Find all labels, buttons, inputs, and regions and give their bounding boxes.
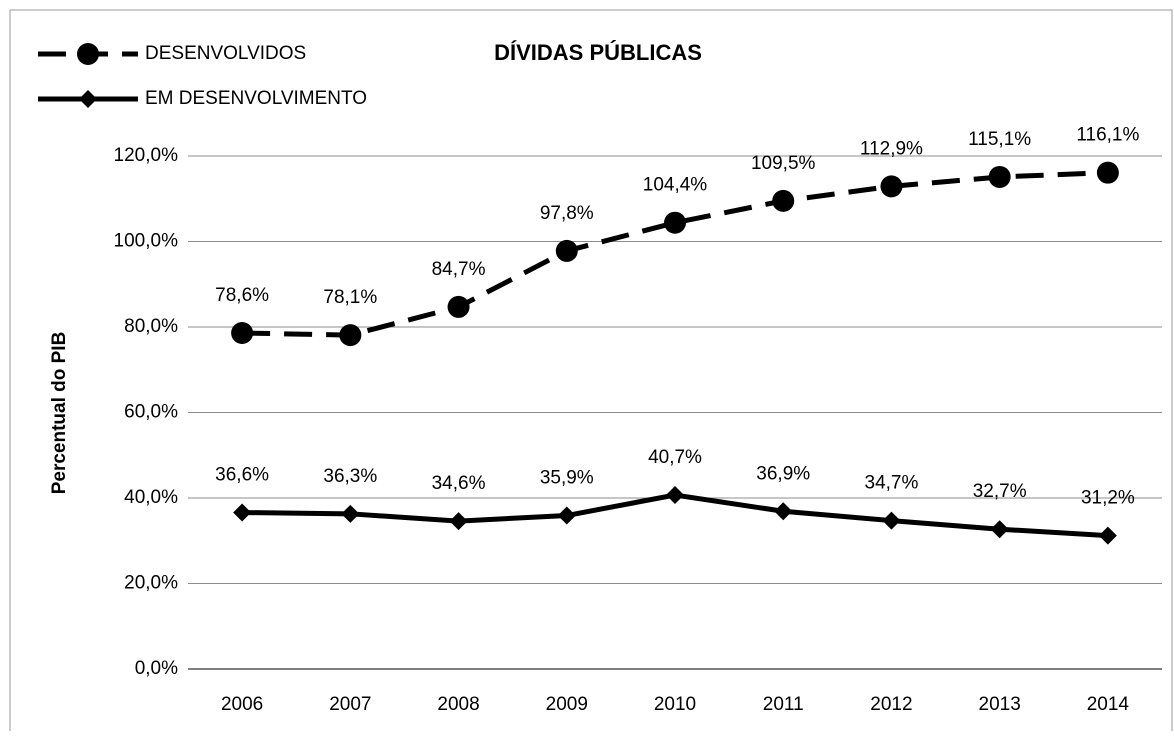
y-tick-label: 60,0% [124, 402, 178, 423]
data-label: 78,1% [323, 287, 377, 308]
y-tick-label: 0,0% [135, 658, 178, 679]
point [990, 520, 1009, 539]
chart-frame [9, 9, 1173, 736]
point [1098, 526, 1117, 545]
x-tick-label: 2012 [870, 694, 912, 715]
legend-label: DESENVOLVIDOS [145, 43, 306, 64]
data-label: 32,7% [973, 481, 1027, 502]
x-tick-label: 2013 [979, 694, 1021, 715]
x-tick-label: 2007 [329, 694, 371, 715]
chart-title: DÍVIDAS PÚBLICAS [494, 40, 702, 65]
x-tick-label: 2010 [654, 694, 696, 715]
point [557, 506, 576, 525]
point [233, 503, 252, 522]
y-tick-label: 40,0% [124, 487, 178, 508]
point [772, 189, 795, 212]
x-tick-label: 2014 [1087, 694, 1130, 715]
point [774, 502, 793, 521]
y-tick-label: 80,0% [124, 316, 178, 337]
x-tick-label: 2006 [221, 694, 263, 715]
data-label: 78,6% [215, 285, 269, 306]
point [988, 165, 1011, 188]
point [341, 504, 360, 523]
point [555, 239, 578, 262]
data-label: 36,9% [756, 463, 810, 484]
data-label: 104,4% [643, 175, 708, 196]
point [77, 43, 99, 65]
y-tick-label: 20,0% [124, 573, 178, 594]
legend-label: EM DESENVOLVIMENTO [145, 88, 367, 109]
point [666, 486, 684, 505]
point [339, 324, 362, 347]
point [880, 175, 903, 198]
data-label: 35,9% [540, 468, 594, 489]
data-label: 116,1% [1076, 125, 1139, 146]
point [1096, 161, 1119, 184]
data-label: 34,6% [432, 473, 486, 494]
data-label: 84,7% [432, 259, 486, 280]
point [882, 511, 901, 530]
y-axis-label: Percentual do PIB [49, 332, 70, 495]
data-label: 97,8% [540, 203, 594, 224]
y-tick-label: 100,0% [114, 231, 179, 252]
data-label: 36,3% [323, 466, 377, 487]
data-label: 31,2% [1081, 488, 1135, 509]
point [79, 90, 97, 108]
line [242, 170, 1108, 338]
data-label: 34,7% [865, 473, 919, 494]
point [664, 211, 686, 234]
data-label: 109,5% [751, 153, 816, 174]
point [231, 321, 254, 344]
x-tick-label: 2011 [763, 694, 804, 715]
x-tick-label: 2009 [546, 694, 588, 715]
x-tick-label: 2008 [437, 694, 479, 715]
point [449, 512, 468, 531]
data-label: 115,1% [968, 129, 1031, 150]
point [447, 295, 470, 318]
data-label: 40,7% [648, 447, 702, 468]
data-label: 112,9% [860, 138, 923, 159]
y-tick-label: 120,0% [114, 145, 179, 166]
data-label: 36,6% [215, 465, 269, 486]
